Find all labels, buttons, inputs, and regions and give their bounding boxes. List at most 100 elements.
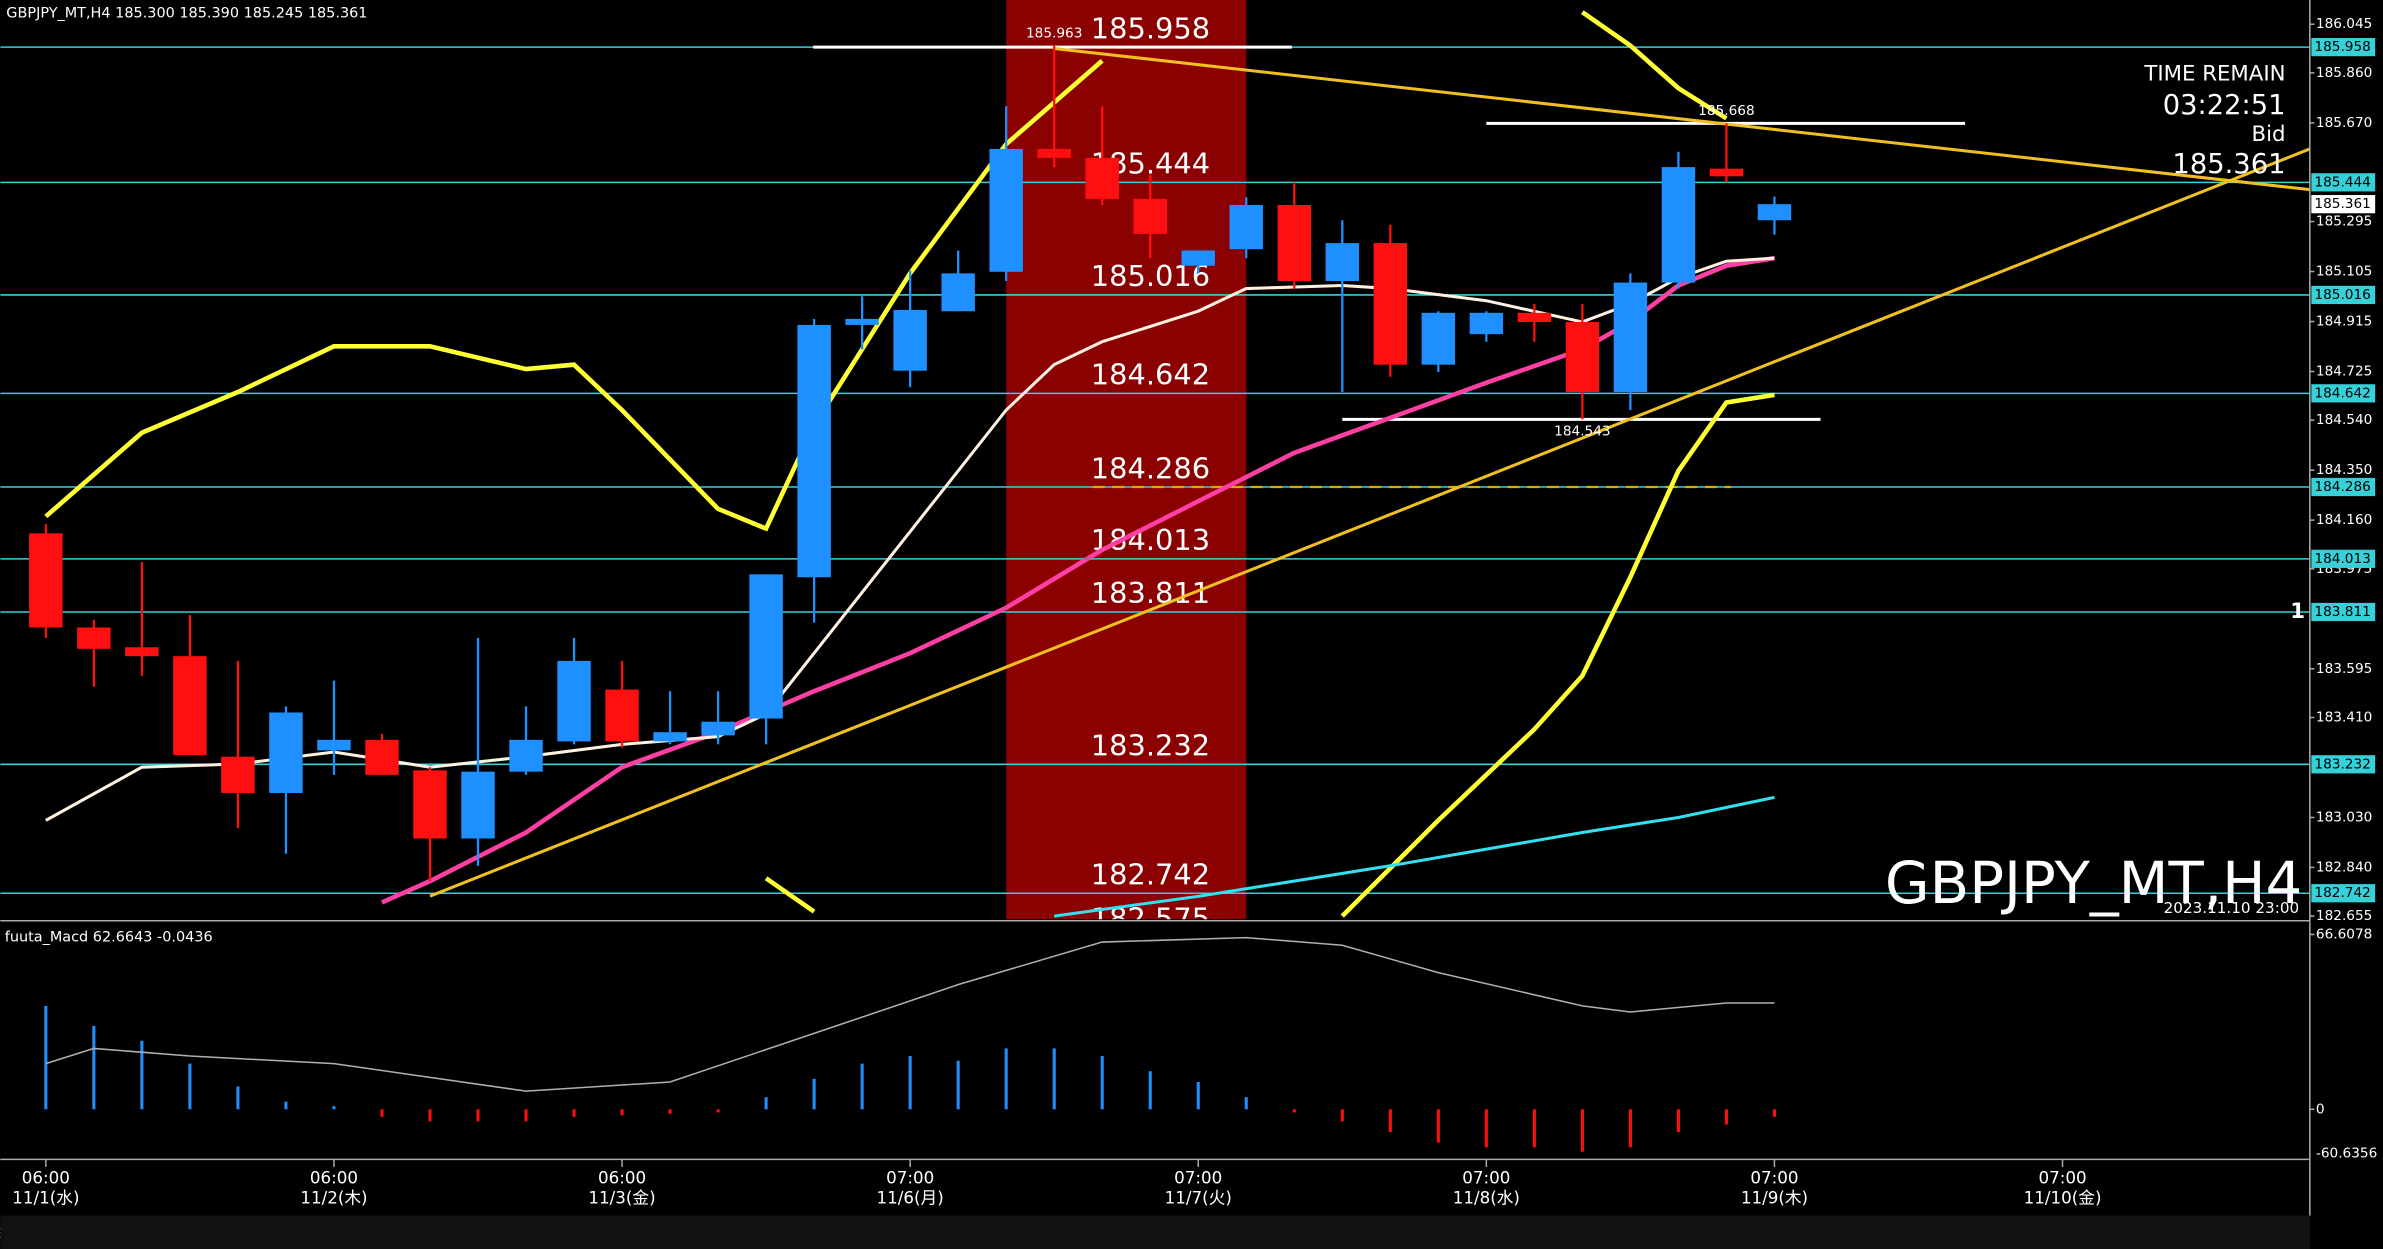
candle-body [1277,204,1311,281]
macd-signal [45,936,1775,1092]
x-tick-date: 11/7(火) [1165,1187,1232,1207]
y-tick-label: 185.105 [2316,264,2372,280]
candle-body [413,770,447,839]
y-tick-label: 182.840 [2316,859,2372,875]
candle-body [317,739,351,751]
indicator-line [45,256,1775,822]
y-tick-label: 183.595 [2316,661,2372,677]
x-tick-date: 11/8(水) [1453,1187,1520,1207]
candle-body [989,148,1023,272]
y-tick-label: 186.045 [2316,16,2372,32]
y-tick-label: 184.725 [2316,363,2372,379]
x-tick-label: 07:00 [2038,1168,2086,1188]
bid-box [2311,195,2376,214]
candle-body [173,656,207,756]
macd-header: fuuta_Macd 62.6643 -0.0436 [5,930,213,946]
level-box-label: 185.444 [2314,174,2370,190]
x-tick-label: 07:00 [1750,1168,1798,1188]
level-label: 184.642 [1091,358,1210,392]
candle-body [557,660,591,742]
price-label: 185.963 [1026,26,1082,42]
candle-body [1517,312,1552,323]
price-label: 184.543 [1554,424,1610,440]
level-box [2311,384,2376,403]
candle-body [1613,282,1648,393]
x-tick-date: 11/2(木) [300,1187,367,1207]
candle-body [1229,204,1263,250]
level-marker: 1 [2290,599,2305,624]
bid: 185.361 [2172,149,2285,180]
candle-body [1757,204,1792,221]
level-label: 184.286 [1091,451,1210,485]
macd-plot [44,936,1776,1152]
level-box-label: 184.642 [2314,385,2370,401]
candle-body [269,712,303,793]
candle-body [605,689,639,742]
time-scale-bar [0,1215,2310,1249]
level-box [2311,884,2376,903]
time-remain: 03:22:51 [2163,90,2286,121]
x-tick-date: 11/10(金) [2024,1187,2102,1207]
level-box [2311,755,2376,774]
level-box-label: 184.013 [2314,551,2370,567]
y-tick-label: 182.655 [2316,908,2372,924]
level-label: 182.742 [1091,858,1210,892]
x-tick-label: 06:00 [22,1168,70,1188]
y-tick-label: 185.295 [2316,214,2372,230]
macd-bottom-label: -60.6356 [2316,1145,2377,1161]
level-box-label: 182.742 [2314,885,2370,901]
watermark: GBPJPY_MT,H4 [1885,849,2302,917]
y-tick-label: 184.915 [2316,314,2372,330]
level-box-label: 184.286 [2314,479,2370,495]
macd-y-tick-label: 66.6078 [2316,926,2372,942]
candle-body [1565,322,1600,393]
candle-body [893,309,927,371]
candle-body [125,647,159,657]
indicator-line [1053,46,2310,192]
x-tick-date: 11/1(水) [12,1187,79,1207]
x-tick-label: 07:00 [1462,1168,1510,1188]
level-box [2311,549,2376,568]
watermark-date: 2023.11.10 23:00 [2164,899,2300,917]
candle-body [29,533,63,628]
level-box-label: 183.811 [2314,604,2370,620]
level-box-label: 185.958 [2314,39,2370,55]
level-label: 184.013 [1091,523,1210,557]
price-plot: 185.958185.444185.016184.642184.286184.0… [0,0,2310,920]
x-tick-date: 11/6(月) [877,1187,944,1207]
candle-body [941,273,975,312]
candle-body [1325,243,1360,281]
x-tick-date: 11/3(金) [588,1187,655,1207]
level-label: 185.958 [1091,11,1210,45]
x-tick-label: 06:00 [310,1168,358,1188]
candle-body [1037,148,1071,158]
candle-body [221,756,255,793]
level-box-label: 185.016 [2314,287,2370,303]
indicator-line [44,10,1728,532]
candle-body [365,739,399,775]
candle-body [1661,167,1696,283]
candle-body [509,739,543,772]
bid-label: Bid [2252,122,2286,147]
bid-box-label: 185.361 [2314,196,2370,212]
y-tick-label: 184.540 [2316,412,2372,428]
y-tick-label: 184.350 [2316,462,2372,478]
indicator-line [1053,795,1775,918]
level-box-label: 183.232 [2314,756,2370,772]
level-box [2311,37,2376,57]
level-box [2311,285,2376,305]
x-tick-label: 07:00 [1174,1168,1222,1188]
candle-body [797,324,831,578]
candle-body [461,771,495,839]
x-tick-label: 06:00 [598,1168,646,1188]
candle-body [1373,243,1408,365]
time-remain-label: TIME REMAIN [2143,61,2285,86]
level-label: 183.232 [1091,729,1210,763]
indicator-line [429,147,2310,898]
level-box [2311,477,2376,497]
y-tick-label: 185.860 [2316,65,2372,81]
candle-body [845,318,879,325]
y-tick-label: 185.670 [2316,115,2372,131]
level-box [2311,173,2376,192]
